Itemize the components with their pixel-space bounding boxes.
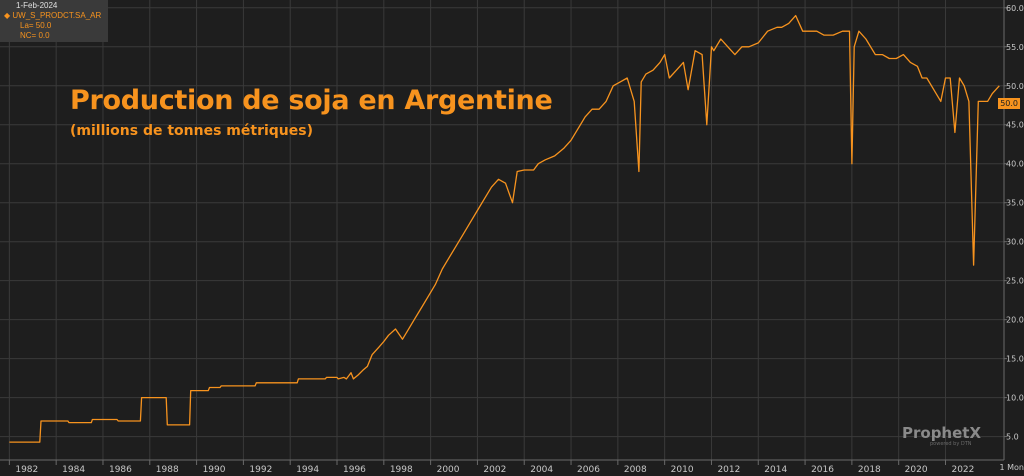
legend-net-change: NC= 0.0 <box>20 31 50 40</box>
x-tick-label: 2022 <box>951 465 974 475</box>
y-tick-label: 30.0 <box>1006 238 1024 247</box>
y-axis-ticks: 5.0 10.0 15.0 20.0 25.0 30.0 35.0 40.0 45.0 50.0 5… <box>1004 4 1024 442</box>
legend-date: 1-Feb-2024 <box>16 1 58 10</box>
x-tick-label: 2018 <box>858 465 881 475</box>
chart-title: Production de soja en Argentine <box>70 85 553 116</box>
horizontal-gridlines <box>0 7 1004 438</box>
y-tick-label: 45.0 <box>1006 121 1024 130</box>
y-tick-label: 10.0 <box>1006 394 1024 403</box>
x-tick-label: 2000 <box>437 465 460 475</box>
legend-last-value: La= 50.0 <box>20 21 52 30</box>
x-tick-label: 2020 <box>905 465 928 475</box>
x-tick-label: 2014 <box>764 465 787 475</box>
x-tick-label: 1984 <box>62 465 85 475</box>
series-line <box>9 14 1000 443</box>
brand-tagline: powered by DTN <box>930 441 972 447</box>
y-tick-label: 40.0 <box>1006 160 1024 169</box>
brand-logo: ProphetX <box>902 424 982 442</box>
series-legend-box[interactable]: 1-Feb-2024 ◆ UW_S_PRODCT.SA_AR La= 50.0 … <box>0 0 108 42</box>
x-tick-label: 2004 <box>530 465 553 475</box>
y-tick-label: 35.0 <box>1006 199 1024 208</box>
chart-subtitle: (millions de tonnes métriques) <box>70 123 314 139</box>
legend-series-code: ◆ UW_S_PRODCT.SA_AR <box>4 11 102 20</box>
x-tick-label: 1996 <box>343 465 366 475</box>
legend-series-code-text: UW_S_PRODCT.SA_AR <box>12 11 102 20</box>
x-tick-label: 1986 <box>109 465 132 475</box>
x-tick-label: 2006 <box>577 465 600 475</box>
x-axis-ticks: 1982 1984 1986 1988 1990 1992 1994 1996 1998 2000… <box>8 460 974 475</box>
x-tick-label: 2008 <box>624 465 647 475</box>
x-tick-label: 1992 <box>249 465 272 475</box>
series-layer <box>9 14 1000 443</box>
x-tick-label: 1982 <box>15 465 38 475</box>
y-tick-label: 60.0 <box>1006 4 1024 13</box>
x-tick-label: 2016 <box>811 465 834 475</box>
interval-label: 1 Mon <box>999 463 1024 472</box>
x-tick-label: 1994 <box>296 465 319 475</box>
y-tick-label: 5.0 <box>1006 433 1019 442</box>
x-tick-label: 1988 <box>156 465 179 475</box>
x-tick-label: 2002 <box>483 465 506 475</box>
y-tick-label: 25.0 <box>1006 277 1024 286</box>
y-tick-label: 20.0 <box>1006 316 1024 325</box>
x-tick-label: 1990 <box>203 465 226 475</box>
vertical-gridlines <box>8 0 946 460</box>
x-tick-label: 1998 <box>390 465 413 475</box>
last-value-badge: 50.0 <box>998 98 1020 109</box>
x-tick-label: 2010 <box>671 465 694 475</box>
y-tick-label: 50.0 <box>1006 82 1024 91</box>
y-tick-label: 15.0 <box>1006 355 1024 364</box>
y-tick-label: 55.0 <box>1006 43 1024 52</box>
x-tick-label: 2012 <box>717 465 740 475</box>
